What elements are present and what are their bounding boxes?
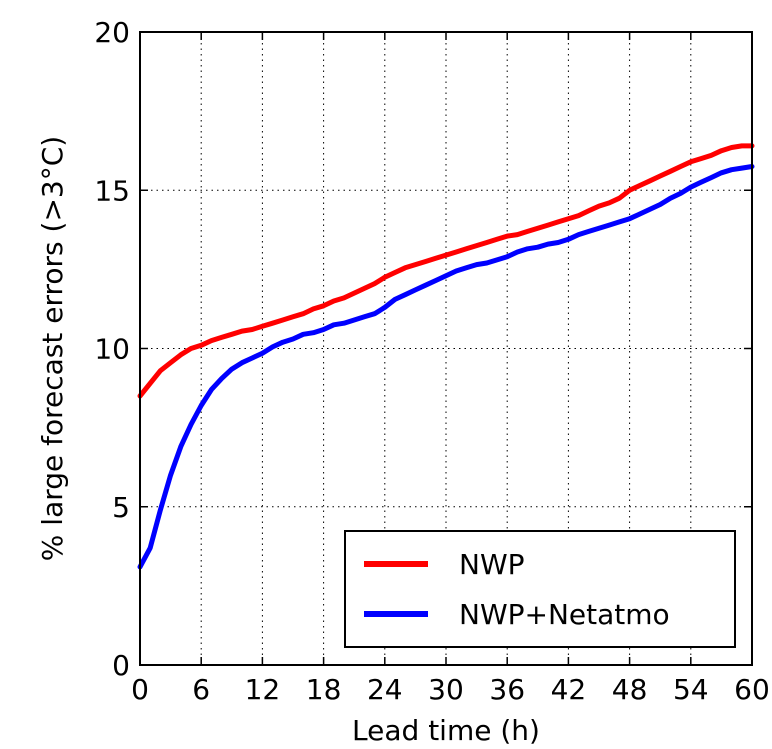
grid-lines: [140, 32, 752, 665]
series-line-nwp-netatmo: [137, 164, 755, 570]
axis-ticks: 0 6 12 18 24 30 36 42 48 54 60 0 5 10 15 20: [94, 16, 769, 706]
legend-label-nwp: NWP: [459, 548, 525, 581]
y-tick-label: 15: [94, 174, 130, 207]
y-tick-label: 20: [94, 16, 130, 49]
x-tick-label: 0: [131, 673, 149, 706]
x-tick-label: 24: [367, 673, 403, 706]
x-tick-label: 6: [192, 673, 210, 706]
x-tick-label: 60: [734, 673, 770, 706]
y-tick-label: 10: [94, 333, 130, 366]
x-axis-label: Lead time (h): [352, 714, 540, 747]
x-tick-label: 42: [551, 673, 587, 706]
x-tick-label: 54: [673, 673, 709, 706]
x-tick-label: 36: [489, 673, 525, 706]
y-tick-label: 5: [112, 491, 130, 524]
y-axis-label: % large forecast errors (>3°C): [36, 136, 69, 561]
series-lines: [137, 143, 755, 570]
series-line-nwp: [137, 143, 755, 399]
legend: NWP NWP+Netatmo: [344, 530, 736, 648]
x-tick-label: 18: [306, 673, 342, 706]
x-tick-label: 12: [245, 673, 281, 706]
legend-label-nwp-netatmo: NWP+Netatmo: [459, 598, 670, 631]
x-tick-label: 30: [428, 673, 464, 706]
y-tick-label: 0: [112, 649, 130, 682]
x-tick-label: 48: [612, 673, 648, 706]
legend-box: [344, 530, 736, 648]
